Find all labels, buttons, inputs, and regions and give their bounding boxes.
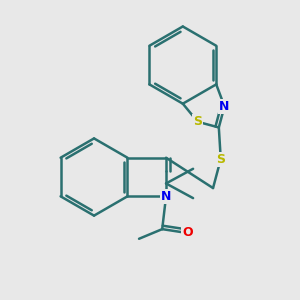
Text: S: S [216,153,225,166]
Text: N: N [219,100,230,113]
Text: O: O [182,226,193,239]
Text: N: N [161,190,171,203]
Text: S: S [193,115,202,128]
